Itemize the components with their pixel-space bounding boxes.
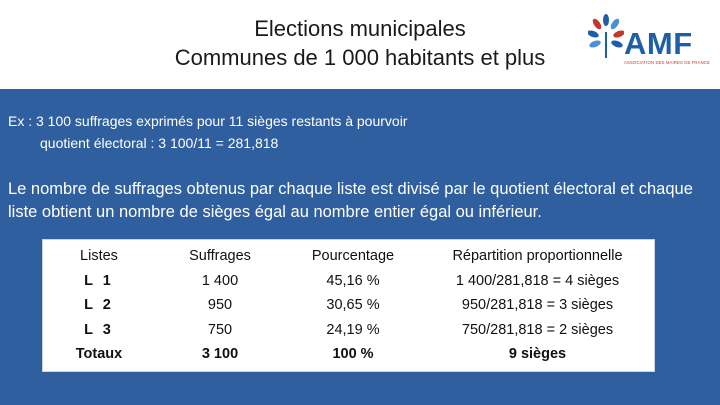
list-name-1: L 1 xyxy=(84,272,114,289)
explanation-paragraph: Le nombre de suffrages obtenus par chaqu… xyxy=(8,180,693,221)
title-line-2: Communes de 1 000 habitants et plus xyxy=(174,45,546,70)
pourcentage-1: 45,16 % xyxy=(326,272,380,289)
example-line-1: Ex : 3 100 suffrages exprimés pour 11 si… xyxy=(8,113,408,129)
example-block: Ex : 3 100 suffrages exprimés pour 11 si… xyxy=(8,110,407,154)
suffrages-1: 1 400 xyxy=(201,272,239,289)
pourcentage-2: 30,65 % xyxy=(326,297,380,314)
repartition-1: 1 400/281,818 = 4 sièges xyxy=(455,272,620,289)
results-table: Listes L 1 L 2 L 3 Totaux Suffrages 1 40… xyxy=(42,239,655,372)
header-repartition: Répartition proportionnelle xyxy=(452,248,623,264)
column-pourcentage: Pourcentage 45,16 % 30,65 % 24,19 % 100 … xyxy=(288,244,418,367)
header-suffrages: Suffrages xyxy=(189,248,251,264)
header-listes: Listes xyxy=(80,248,118,264)
slide-header: Elections municipales Communes de 1 000 … xyxy=(0,0,720,86)
column-suffrages: Suffrages 1 400 950 750 3 100 xyxy=(155,244,285,367)
suffrages-2: 950 xyxy=(207,297,233,314)
list-name-2: L 2 xyxy=(84,297,114,314)
logo-wordmark: AMF xyxy=(624,26,693,61)
column-listes: Listes L 1 L 2 L 3 Totaux xyxy=(43,244,155,367)
repartition-2: 950/281,818 = 3 sièges xyxy=(461,297,614,314)
totals-label: Totaux xyxy=(75,346,123,363)
suffrages-total: 3 100 xyxy=(201,346,239,363)
header-pourcentage: Pourcentage xyxy=(311,248,395,264)
list-name-3: L 3 xyxy=(84,321,114,338)
repartition-3: 750/281,818 = 2 sièges xyxy=(461,321,614,338)
example-line-2: quotient électoral : 3 100/11 = 281,818 xyxy=(40,135,279,151)
amf-logo: AMF ASSOCIATION DES MAIRES DE FRANCE xyxy=(588,12,710,72)
tree-leaves-icon xyxy=(588,14,624,58)
repartition-total: 9 sièges xyxy=(508,346,567,363)
pourcentage-total: 100 % xyxy=(332,346,374,363)
column-repartition: Répartition proportionnelle 1 400/281,81… xyxy=(421,244,654,367)
slide-title: Elections municipales Communes de 1 000 … xyxy=(80,14,640,72)
title-line-1: Elections municipales xyxy=(254,16,466,41)
suffrages-3: 750 xyxy=(207,321,233,338)
logo-tagline: ASSOCIATION DES MAIRES DE FRANCE xyxy=(624,60,710,65)
pourcentage-3: 24,19 % xyxy=(326,321,380,338)
